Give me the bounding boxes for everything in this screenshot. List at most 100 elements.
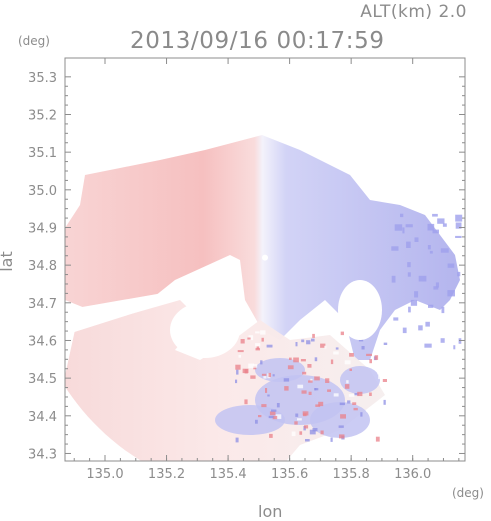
echo-fragment — [418, 325, 423, 331]
echo-speckle — [375, 436, 380, 442]
echo-speckle — [255, 348, 260, 351]
echo-speckle — [374, 355, 379, 360]
echo-speckle — [250, 375, 256, 379]
echo-fragment — [455, 235, 462, 238]
echo-speckle — [344, 360, 351, 365]
echo-cell-approaching — [310, 402, 370, 438]
echo-speckle — [340, 331, 344, 336]
echo-fragment — [429, 250, 433, 254]
echo-fragment — [455, 222, 462, 229]
echo-speckle — [314, 357, 318, 362]
echo-speckle — [382, 379, 387, 382]
echo-speckle — [302, 371, 307, 375]
echo-speckle — [307, 364, 312, 368]
echo-speckle — [261, 373, 267, 376]
plot-border — [64, 57, 466, 462]
echo-speckle — [366, 353, 372, 356]
echo-speckle — [314, 388, 319, 391]
y-tick-label: 34.5 — [28, 372, 57, 387]
echo-gap — [65, 290, 180, 335]
echo-speckle — [301, 339, 305, 343]
echo-speckle — [297, 384, 304, 389]
echo-fragment — [447, 263, 455, 268]
echo-fragment — [408, 306, 411, 313]
echo-fragment — [407, 272, 411, 277]
echo-speckle — [338, 425, 344, 428]
echo-speckle — [349, 368, 352, 371]
echo-speckle — [348, 394, 355, 397]
echo-speckle — [369, 359, 372, 364]
y-tick-label: 35.3 — [28, 71, 57, 86]
echo-speckle — [272, 415, 278, 420]
echo-fragment — [455, 214, 463, 222]
echo-fragment — [435, 282, 439, 288]
echo-speckle — [295, 413, 299, 417]
echo-fragment — [458, 338, 462, 344]
echo-speckle — [268, 372, 271, 378]
echo-speckle — [354, 393, 359, 396]
echo-fragment — [410, 299, 418, 306]
echo-speckle — [255, 343, 261, 347]
echo-fragment — [400, 213, 404, 218]
plot-frame — [64, 57, 466, 462]
y-tick-label: 34.3 — [28, 447, 57, 462]
echo-speckle — [293, 357, 299, 363]
echo-fragment — [441, 306, 445, 314]
echo-speckle — [361, 346, 365, 350]
echo-speckle — [294, 421, 298, 425]
echo-speckle — [349, 353, 354, 357]
echo-speckle — [275, 414, 282, 419]
echo-fragment — [393, 317, 399, 321]
y-tick-label: 34.8 — [28, 259, 57, 274]
y-axis-unit: (deg) — [18, 34, 50, 48]
y-tick-label: 35.2 — [28, 108, 57, 123]
echo-fragment — [406, 241, 411, 248]
echo-speckle — [260, 360, 263, 365]
echo-speckle — [314, 376, 320, 381]
echo-fragment — [391, 275, 396, 283]
timestamp-title: 2013/09/16 00:17:59 — [130, 28, 385, 54]
echo-speckle — [312, 333, 315, 338]
echo-speckle — [304, 425, 309, 429]
echo-speckle — [256, 346, 260, 350]
echo-speckle — [311, 338, 315, 342]
echo-speckle — [261, 404, 267, 408]
y-tick-label: 35.1 — [28, 146, 57, 161]
echo-speckle — [276, 403, 280, 408]
echo-speckle — [266, 344, 273, 348]
echo-speckle — [309, 429, 316, 435]
echo-speckle — [320, 343, 326, 348]
echo-fragment — [414, 291, 419, 298]
x-tick-label: 135.0 — [86, 467, 123, 482]
echo-speckle — [287, 365, 294, 370]
x-tick-label: 135.6 — [271, 467, 308, 482]
echo-speckle — [318, 401, 324, 407]
echo-speckle — [308, 380, 313, 383]
echo-speckle — [339, 434, 345, 439]
echo-speckle — [283, 378, 290, 382]
x-axis-label: lon — [258, 502, 283, 521]
echo-speckle — [330, 359, 334, 365]
x-tick-label: 135.2 — [148, 467, 185, 482]
altitude-label: ALT(km) 2.0 — [360, 2, 467, 22]
echo-cell-approaching — [340, 366, 380, 394]
echo-speckle — [383, 342, 388, 345]
echo-speckle — [284, 386, 289, 391]
y-tick-label: 34.9 — [28, 221, 57, 236]
echo-speckle — [261, 337, 264, 342]
echo-speckle — [333, 393, 339, 397]
echo-speckle — [295, 342, 298, 347]
echo-speckle — [269, 433, 273, 438]
echo-fragment — [437, 218, 445, 224]
echo-fragment — [407, 262, 411, 268]
echo-speckle — [248, 363, 254, 369]
x-tick-label: 136.0 — [394, 467, 431, 482]
echo-fragment — [457, 271, 461, 277]
echo-speckle — [378, 374, 381, 380]
echo-gap — [170, 302, 240, 358]
y-tick-label: 35.0 — [28, 184, 57, 199]
echo-fragment — [402, 327, 407, 334]
echo-speckle — [335, 347, 339, 350]
echo-speckle — [238, 354, 241, 358]
x-tick-label: 135.4 — [209, 467, 246, 482]
